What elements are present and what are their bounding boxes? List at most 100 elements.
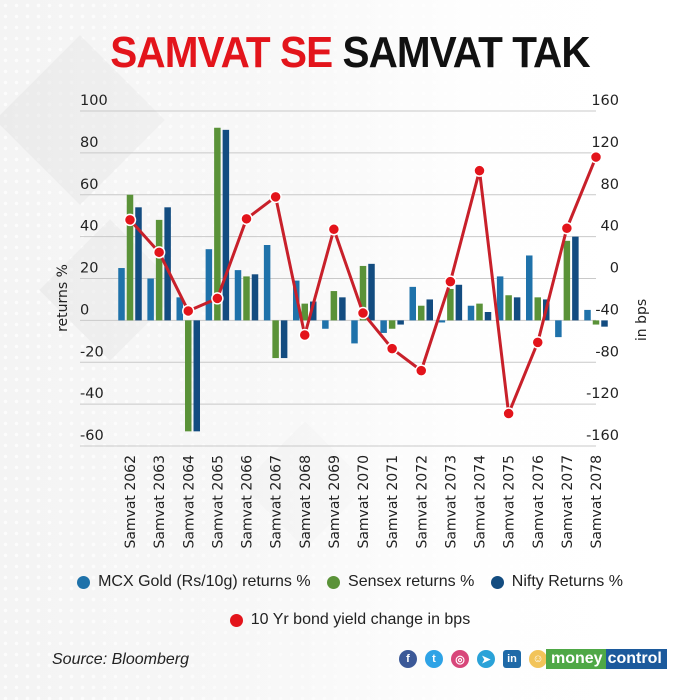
- bar-nifty: [484, 312, 492, 321]
- bar-gold: [118, 268, 125, 321]
- x-tick-label: Samvat 2063: [152, 455, 168, 549]
- twitter-icon[interactable]: t: [425, 650, 443, 668]
- bar-gold: [409, 286, 416, 321]
- bar-sensex: [418, 305, 425, 321]
- left-axis-label: returns %: [55, 264, 71, 332]
- instagram-icon[interactable]: ◎: [451, 650, 469, 668]
- bond-point-marker: [415, 364, 428, 377]
- title-part-black: SAMVAT TAK: [342, 28, 591, 77]
- bar-gold: [380, 320, 387, 333]
- bond-point-marker: [182, 304, 195, 318]
- bar-nifty: [455, 284, 463, 321]
- bond-point-marker: [269, 190, 282, 204]
- bar-sensex: [185, 320, 192, 432]
- x-tick-label: Samvat 2078: [589, 455, 605, 549]
- bar-nifty: [426, 299, 433, 321]
- y-tick-label: 80: [80, 135, 98, 151]
- bar-sensex: [243, 276, 250, 321]
- bar-gold: [496, 276, 504, 321]
- legend-dot-sensex: [327, 575, 341, 589]
- telegram-icon[interactable]: ➤: [477, 650, 495, 668]
- bar-sensex: [592, 320, 600, 325]
- legend-item-sensex: Sensex returns %: [327, 573, 474, 591]
- x-tick-label: Samvat 2062: [123, 455, 139, 549]
- legend-dot-bond: [229, 613, 243, 627]
- bond-yield-line: [123, 150, 603, 420]
- linkedin-icon[interactable]: in: [503, 650, 521, 668]
- bar-nifty: [310, 301, 317, 321]
- bar-gold: [438, 320, 446, 323]
- y2-tick-label: -120: [586, 386, 619, 402]
- bond-point-marker: [560, 222, 574, 235]
- legend-item-nifty: Nifty Returns %: [490, 573, 623, 591]
- y2-tick-label: 40: [601, 219, 619, 235]
- brand-part-1: money: [546, 649, 606, 669]
- combo-chart: 100 80 60 40 20 0 -20 -40 -60 160 120 80 40 0 -40 -80 -…: [55, 93, 650, 549]
- x-tick-label: Samvat 2073: [443, 455, 459, 549]
- bar-nifty: [513, 297, 521, 321]
- y-tick-label: 60: [80, 177, 98, 193]
- bar-nifty: [601, 320, 608, 327]
- x-tick-label: Samvat 2076: [531, 455, 547, 549]
- legend-row-1: MCX Gold (Rs/10g) returns % Sensex retur…: [0, 573, 700, 594]
- bar-sensex: [272, 320, 279, 359]
- bond-point-marker: [589, 150, 603, 164]
- x-tick-label: Samvat 2067: [269, 455, 285, 549]
- bond-point-marker: [123, 213, 137, 227]
- bond-point-marker: [152, 246, 166, 259]
- x-axis-labels: Samvat 2062 Samvat 2063 Samvat 2064 Samvat …: [123, 455, 605, 549]
- bar-nifty: [135, 207, 142, 321]
- moneycontrol-logo: money control: [546, 649, 667, 669]
- y2-tick-label: -40: [595, 302, 619, 318]
- snapchat-icon[interactable]: ☺: [529, 650, 547, 668]
- bar-gold: [147, 278, 154, 321]
- x-tick-label: Samvat 2068: [298, 455, 314, 549]
- bar-gold: [467, 305, 475, 321]
- bar-sensex: [388, 320, 396, 329]
- legend-label: MCX Gold (Rs/10g) returns %: [98, 573, 311, 590]
- y-tick-label: 100: [80, 93, 108, 109]
- bar-gold: [205, 249, 213, 321]
- bar-series: [118, 127, 608, 432]
- bar-nifty: [222, 129, 230, 321]
- bar-gold: [322, 320, 329, 329]
- x-tick-label: Samvat 2070: [356, 455, 372, 549]
- bond-point-marker: [327, 223, 341, 236]
- x-tick-label: Samvat 2075: [502, 455, 518, 549]
- bond-point-marker: [531, 336, 544, 349]
- bar-gold: [555, 320, 562, 338]
- legend-item-gold: MCX Gold (Rs/10g) returns %: [77, 573, 311, 591]
- y-tick-label: 40: [80, 219, 98, 235]
- y-tick-label: 0: [80, 302, 89, 318]
- legend-row-2: 10 Yr bond yield change in bps: [0, 611, 700, 632]
- y-tick-label: -20: [80, 344, 104, 360]
- x-tick-label: Samvat 2064: [181, 455, 197, 549]
- bar-sensex: [330, 291, 338, 321]
- bar-nifty: [280, 320, 288, 359]
- bar-sensex: [359, 265, 367, 321]
- chart-title: SAMVAT SE SAMVAT TAK: [28, 28, 672, 78]
- bond-point-marker: [298, 328, 311, 342]
- bar-gold: [584, 309, 591, 321]
- y2-tick-label: 80: [601, 177, 619, 193]
- bar-nifty: [368, 263, 375, 321]
- bar-sensex: [301, 303, 308, 321]
- y-tick-label: 20: [80, 261, 98, 277]
- legend-label: Sensex returns %: [348, 573, 475, 590]
- x-tick-label: Samvat 2065: [210, 455, 226, 549]
- right-axis-label: in bps: [634, 299, 650, 341]
- x-tick-label: Samvat 2071: [385, 455, 401, 549]
- y2-tick-label: 0: [610, 261, 619, 277]
- bar-nifty: [193, 320, 200, 432]
- y-tick-label: -60: [80, 428, 104, 444]
- bond-point-marker: [473, 164, 486, 177]
- social-icons: f t ◎ ➤ in ☺: [399, 650, 547, 668]
- bond-point-marker: [385, 342, 399, 355]
- y2-tick-label: 120: [591, 135, 619, 151]
- bar-nifty: [251, 274, 259, 321]
- left-axis-ticks: 100 80 60 40 20 0 -20 -40 -60: [80, 93, 108, 444]
- facebook-icon[interactable]: f: [399, 650, 417, 668]
- legend-item-bond: 10 Yr bond yield change in bps: [229, 611, 471, 629]
- legend-label: 10 Yr bond yield change in bps: [250, 611, 471, 628]
- x-tick-label: Samvat 2074: [473, 455, 489, 549]
